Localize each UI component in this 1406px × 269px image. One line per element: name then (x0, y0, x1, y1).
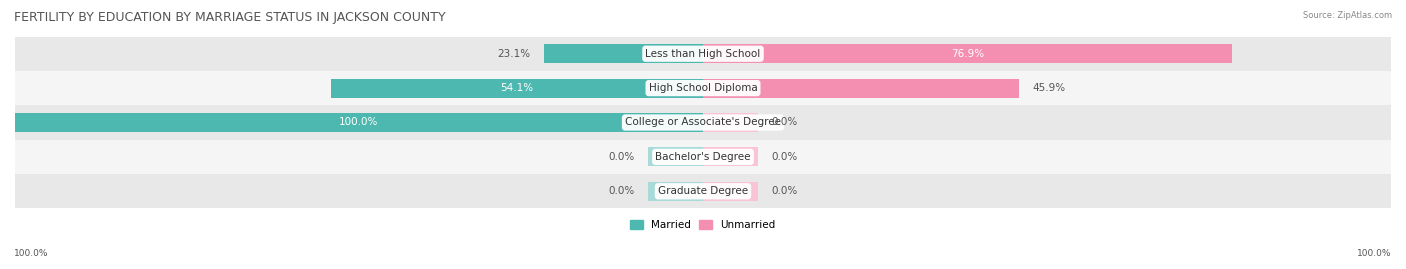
Text: 100.0%: 100.0% (339, 118, 378, 128)
Text: 76.9%: 76.9% (950, 49, 984, 59)
Bar (703, 113, 758, 132)
Bar (648, 182, 703, 201)
Text: College or Associate's Degree: College or Associate's Degree (626, 118, 780, 128)
Text: 45.9%: 45.9% (1032, 83, 1066, 93)
Bar (15, 174, 1391, 208)
Text: Graduate Degree: Graduate Degree (658, 186, 748, 196)
Text: 0.0%: 0.0% (772, 118, 799, 128)
Text: 23.1%: 23.1% (498, 49, 530, 59)
Text: High School Diploma: High School Diploma (648, 83, 758, 93)
Text: 100.0%: 100.0% (1357, 249, 1392, 258)
Bar (703, 44, 1232, 63)
Text: 54.1%: 54.1% (501, 83, 533, 93)
Text: FERTILITY BY EDUCATION BY MARRIAGE STATUS IN JACKSON COUNTY: FERTILITY BY EDUCATION BY MARRIAGE STATU… (14, 11, 446, 24)
Text: 0.0%: 0.0% (607, 152, 634, 162)
Text: Less than High School: Less than High School (645, 49, 761, 59)
Bar (15, 71, 1391, 105)
Bar (330, 79, 703, 98)
Bar (15, 105, 1391, 140)
Legend: Married, Unmarried: Married, Unmarried (626, 216, 780, 234)
Bar (703, 182, 758, 201)
Text: 0.0%: 0.0% (772, 152, 799, 162)
Text: 0.0%: 0.0% (772, 186, 799, 196)
Bar (648, 147, 703, 166)
Bar (703, 79, 1019, 98)
Bar (544, 44, 703, 63)
Bar (703, 147, 758, 166)
Text: 0.0%: 0.0% (607, 186, 634, 196)
Bar (15, 113, 703, 132)
Bar (15, 37, 1391, 71)
Text: 100.0%: 100.0% (14, 249, 49, 258)
Bar (15, 140, 1391, 174)
Text: Source: ZipAtlas.com: Source: ZipAtlas.com (1303, 11, 1392, 20)
Text: Bachelor's Degree: Bachelor's Degree (655, 152, 751, 162)
